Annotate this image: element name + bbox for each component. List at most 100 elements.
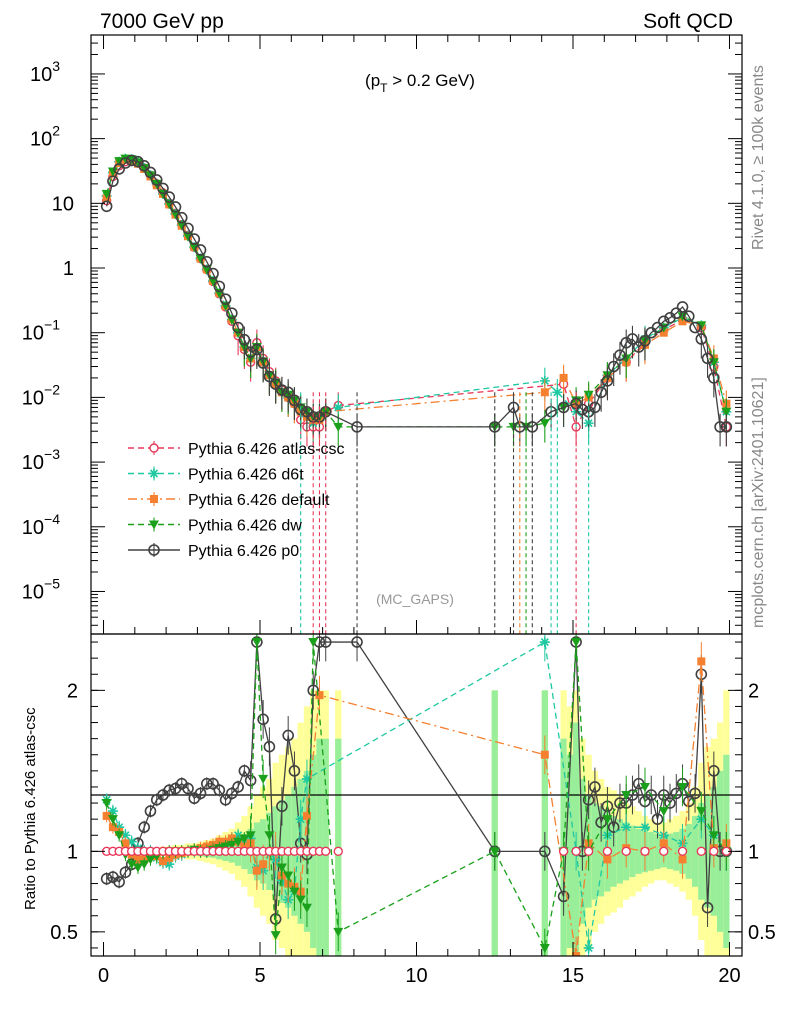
- legend-marker: [149, 468, 159, 479]
- ratio-point: [252, 866, 261, 875]
- ratio-point: [539, 943, 550, 953]
- ratio-point: [258, 774, 269, 784]
- data-point: [251, 343, 263, 356]
- watermark-label: (MC_GAPS): [376, 591, 454, 607]
- ratio-point: [621, 791, 632, 800]
- ratio-y-tick-label: 0.5: [50, 922, 78, 944]
- data-point: [620, 336, 632, 349]
- ratio-point: [132, 863, 143, 873]
- data-point: [176, 221, 187, 231]
- ratio-point: [238, 765, 251, 777]
- ratio-point: [259, 860, 268, 869]
- ratio-reference-point: [621, 846, 631, 857]
- ratio-band-stat: [541, 690, 548, 956]
- ratio-reference-point: [571, 846, 581, 857]
- data-point: [244, 346, 257, 358]
- ratio-point: [295, 814, 306, 825]
- ratio-point: [333, 927, 344, 937]
- data-point: [678, 317, 687, 326]
- ratio-point: [133, 855, 142, 864]
- data-point: [195, 254, 206, 264]
- data-point: [145, 171, 156, 181]
- data-point: [182, 222, 194, 235]
- series-line: [106, 160, 727, 429]
- legend-marker: [149, 520, 159, 530]
- ratio-point: [120, 830, 131, 841]
- data-point: [100, 200, 113, 213]
- ratio-point: [201, 777, 213, 790]
- ratio-point: [282, 729, 294, 742]
- data-point: [226, 307, 238, 320]
- ratio-point: [583, 942, 594, 953]
- ratio-band-stat: [648, 832, 655, 871]
- legend-label: Pythia 6.426 d6t: [188, 467, 304, 484]
- data-point: [113, 163, 125, 175]
- data-point: [689, 321, 701, 334]
- data-point: [589, 401, 601, 414]
- y-tick-label: 102: [30, 123, 60, 151]
- y-tick-label: 10−5: [22, 575, 60, 603]
- ratio-y-axis: 0.5 0.5 1 1 2 2: [50, 641, 776, 949]
- ratio-point: [689, 787, 701, 800]
- y-tick-label: 1: [63, 258, 74, 280]
- data-point: [639, 334, 651, 347]
- ratio-point: [119, 866, 132, 879]
- ratio-point: [301, 773, 312, 784]
- data-point: [333, 402, 344, 413]
- legend-label: Pythia 6.426 dw: [188, 518, 302, 535]
- legend-marker: [148, 544, 160, 556]
- ratio-point: [226, 840, 237, 850]
- ratio-point: [319, 636, 332, 648]
- series-line: [106, 158, 727, 428]
- data-point: [557, 401, 570, 414]
- ratio-point: [614, 797, 626, 809]
- ratio-point: [114, 831, 125, 841]
- ratio-point: [257, 713, 269, 726]
- data-point: [194, 244, 207, 256]
- ratio-point: [595, 816, 607, 829]
- ratio-point: [307, 684, 320, 697]
- legend-label: Pythia 6.426 atlas-csc: [188, 441, 345, 458]
- ratio-point: [251, 638, 262, 648]
- y-tick-label: 10−1: [22, 317, 60, 345]
- ratio-reference-point: [659, 846, 669, 857]
- data-point: [695, 333, 708, 345]
- data-point: [238, 333, 251, 346]
- ratio-point: [182, 782, 194, 795]
- y-tick-label: 10−2: [22, 381, 60, 409]
- ratio-point: [697, 657, 706, 666]
- ratio-point: [107, 815, 118, 825]
- x-tick-label: 20: [718, 965, 740, 987]
- ratio-point: [213, 784, 226, 796]
- data-point: [150, 174, 163, 186]
- x-axis: 0 5 10 15 20: [98, 35, 741, 987]
- ratio-point: [263, 740, 276, 753]
- y-tick-label: 103: [30, 58, 60, 86]
- ratio-point: [589, 781, 601, 793]
- y-tick-label: 10−4: [22, 511, 60, 539]
- ratio-band-stat: [691, 815, 699, 887]
- data-point: [232, 321, 244, 334]
- data-point: [539, 419, 550, 429]
- ratio-point: [239, 834, 250, 844]
- x-tick-label: 5: [254, 965, 265, 987]
- plot-subtitle: (pT > 0.2 GeV): [365, 71, 475, 95]
- data-point: [189, 243, 200, 253]
- data-point: [169, 201, 182, 213]
- ratio-point: [678, 855, 687, 864]
- ratio-reference-point: [640, 846, 650, 857]
- ratio-point: [489, 847, 500, 857]
- y-tick-label: 10: [52, 193, 74, 215]
- ratio-reference-point: [321, 846, 331, 857]
- ratio-point: [194, 787, 207, 800]
- ratio-point: [289, 887, 300, 897]
- ratio-point: [226, 787, 238, 800]
- ratio-point: [283, 871, 294, 881]
- ratio-band-stat: [629, 825, 636, 878]
- ratio-point: [651, 813, 664, 825]
- ratio-band-stat: [654, 833, 661, 870]
- data-point: [552, 387, 563, 398]
- data-point: [138, 160, 151, 172]
